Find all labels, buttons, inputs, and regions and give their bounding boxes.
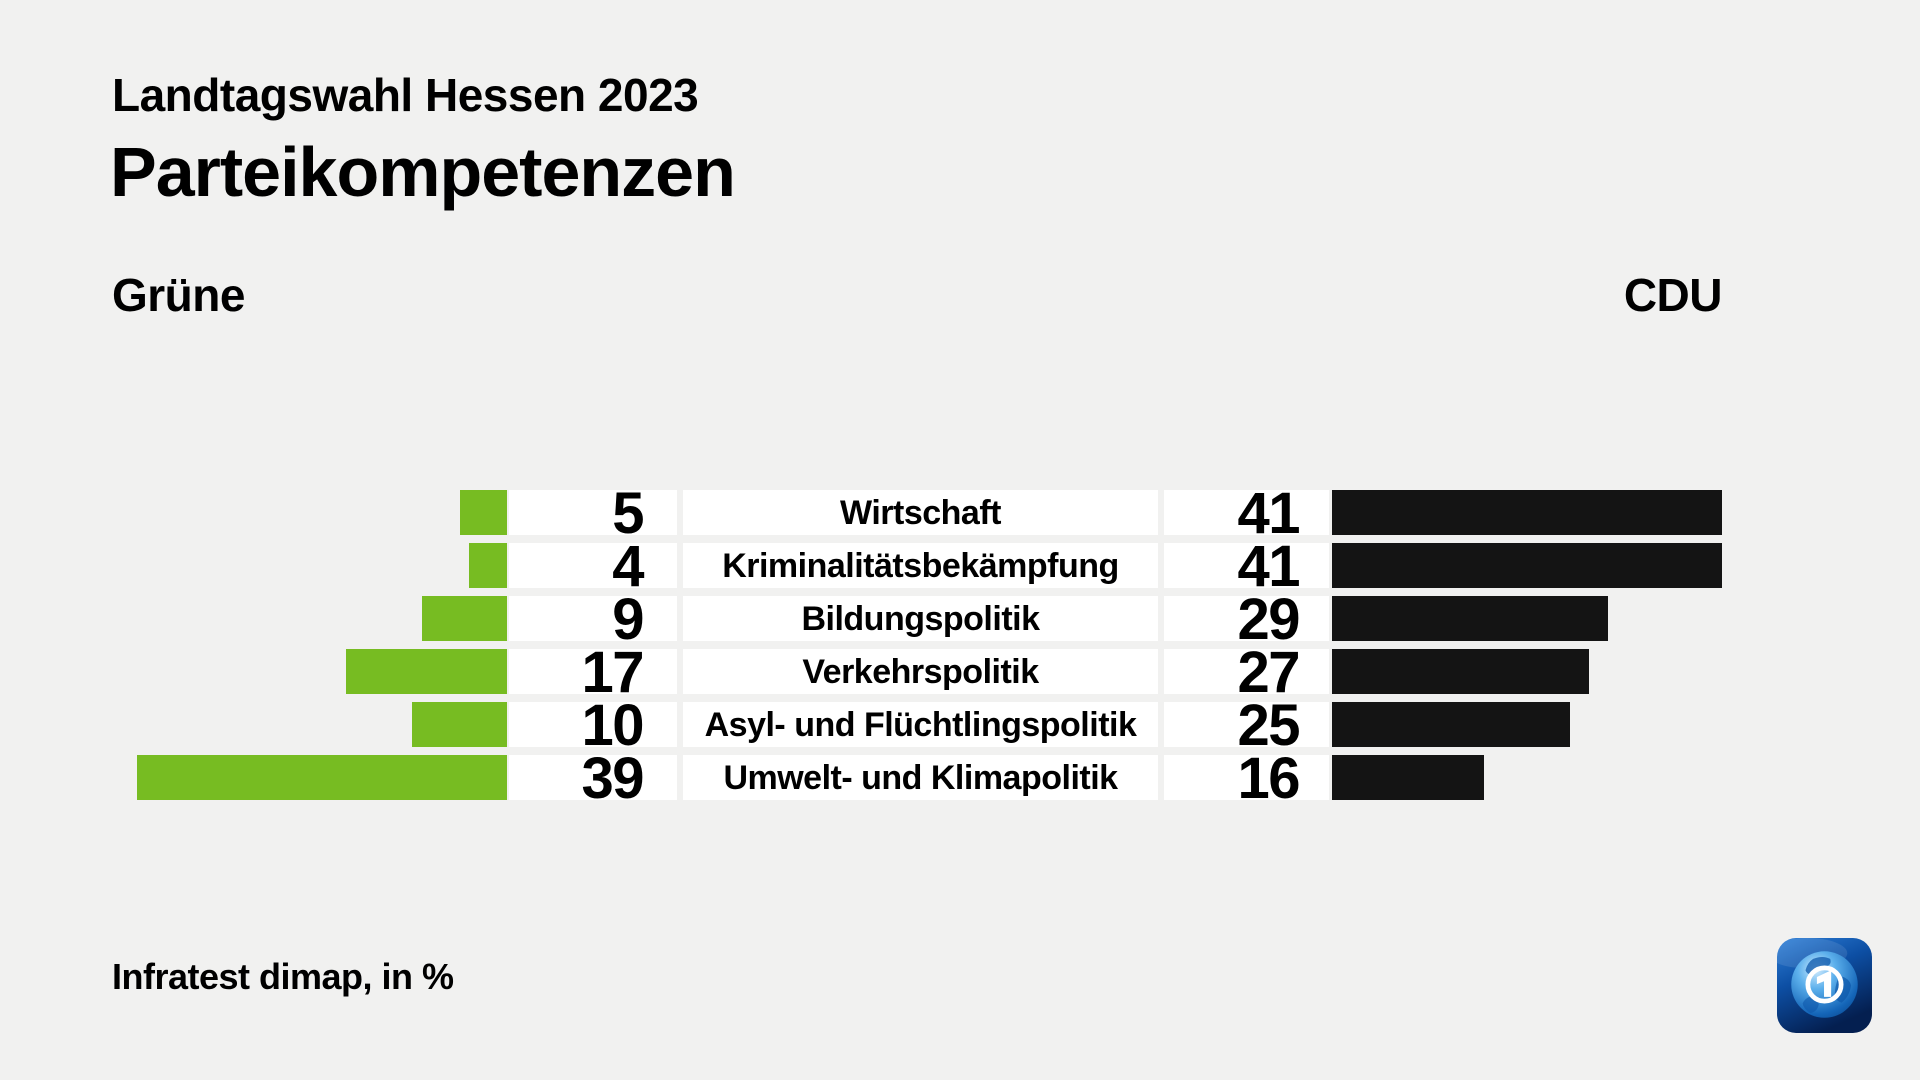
gruene-bar bbox=[469, 543, 507, 588]
gruene-bar-zone bbox=[112, 490, 507, 535]
gruene-value: 39 bbox=[509, 750, 677, 808]
cdu-bar bbox=[1332, 543, 1722, 588]
gruene-value: 17 bbox=[509, 644, 677, 702]
category-label: Verkehrspolitik bbox=[683, 649, 1158, 694]
gruene-bar bbox=[459, 490, 507, 535]
gruene-bar-zone bbox=[112, 649, 507, 694]
cdu-value: 25 bbox=[1164, 697, 1329, 755]
chart-row: 4 Kriminalitätsbekämpfung 41 bbox=[112, 538, 1722, 596]
cdu-bar bbox=[1332, 755, 1484, 800]
gruene-value: 5 bbox=[509, 485, 677, 543]
cdu-value: 29 bbox=[1164, 591, 1329, 649]
category-label: Asyl- und Flüchtlingspolitik bbox=[683, 702, 1158, 747]
cdu-bar bbox=[1332, 596, 1608, 641]
gruene-value: 10 bbox=[509, 697, 677, 755]
ard-globe-icon bbox=[1767, 938, 1872, 1033]
category-label: Bildungspolitik bbox=[683, 596, 1158, 641]
chart-row: 5 Wirtschaft 41 bbox=[112, 485, 1722, 543]
cdu-bar bbox=[1332, 649, 1589, 694]
chart-row: 10 Asyl- und Flüchtlingspolitik 25 bbox=[112, 697, 1722, 755]
gruene-bar bbox=[136, 755, 507, 800]
source-note: Infratest dimap, in % bbox=[112, 956, 454, 997]
cdu-bar bbox=[1332, 702, 1570, 747]
cdu-bar bbox=[1332, 490, 1722, 535]
category-label: Kriminalitätsbekämpfung bbox=[683, 543, 1158, 588]
category-label: Wirtschaft bbox=[683, 490, 1158, 535]
gruene-bar-zone bbox=[112, 596, 507, 641]
page-title: Parteikompetenzen bbox=[110, 133, 736, 211]
gruene-bar bbox=[412, 702, 507, 747]
cdu-bar-zone bbox=[1332, 702, 1722, 747]
chart-subtitle: Landtagswahl Hessen 2023 bbox=[112, 69, 699, 121]
gruene-bar-zone bbox=[112, 702, 507, 747]
category-label: Umwelt- und Klimapolitik bbox=[683, 755, 1158, 800]
gruene-bar bbox=[345, 649, 507, 694]
cdu-bar-zone bbox=[1332, 543, 1722, 588]
gruene-bar bbox=[421, 596, 507, 641]
cdu-bar-zone bbox=[1332, 596, 1722, 641]
cdu-value: 27 bbox=[1164, 644, 1329, 702]
gruene-value: 4 bbox=[509, 538, 677, 596]
series-label-cdu: CDU bbox=[1623, 269, 1723, 321]
chart-rows: 5 Wirtschaft 41 4 Kriminalitätsbekämpfun… bbox=[112, 485, 1722, 808]
gruene-bar-zone bbox=[112, 543, 507, 588]
cdu-value: 41 bbox=[1164, 538, 1329, 596]
cdu-value: 16 bbox=[1164, 750, 1329, 808]
series-label-gruene: Grüne bbox=[112, 269, 245, 321]
gruene-bar-zone bbox=[112, 755, 507, 800]
chart-row: 39 Umwelt- und Klimapolitik 16 bbox=[112, 750, 1722, 808]
cdu-bar-zone bbox=[1332, 490, 1722, 535]
gruene-value: 9 bbox=[509, 591, 677, 649]
cdu-value: 41 bbox=[1164, 485, 1329, 543]
chart-row: 9 Bildungspolitik 29 bbox=[112, 591, 1722, 649]
cdu-bar-zone bbox=[1332, 649, 1722, 694]
chart-row: 17 Verkehrspolitik 27 bbox=[112, 644, 1722, 702]
cdu-bar-zone bbox=[1332, 755, 1722, 800]
